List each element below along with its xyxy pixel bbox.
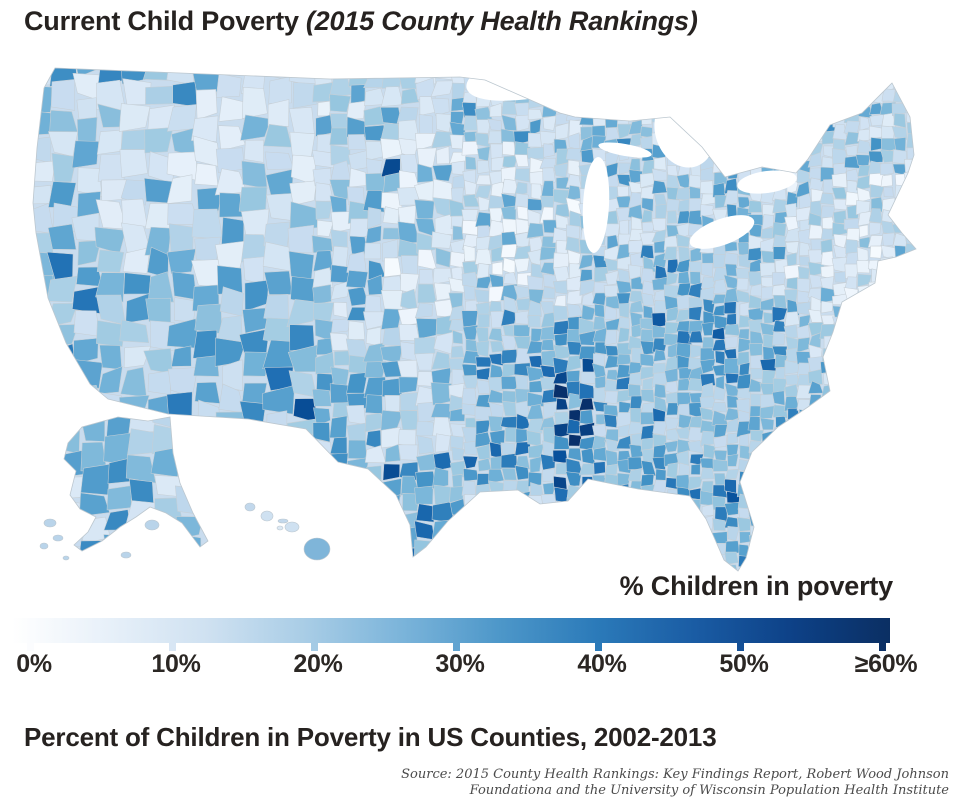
us-map-svg [32,67,917,572]
legend-tick-mark [27,643,34,651]
legend-tick-label: 20% [293,650,343,678]
legend-tick-mark [169,643,176,651]
legend-tick-label: ≥60% [854,650,918,678]
legend-tick-label: 40% [577,650,627,678]
page-title: Current Child Poverty (2015 County Health… [24,6,698,37]
page-title-text: Current Child Poverty [24,6,299,36]
source-line-2: Foundationa and the University of Wiscon… [469,783,949,798]
legend-title: % Children in poverty [619,571,894,601]
legend-tick-label: 10% [151,650,201,678]
source-attribution: Source: 2015 County Health Rankings: Key… [401,767,949,799]
legend-tick-label: 50% [719,650,769,678]
legend-tick-mark [453,643,460,651]
source-line-1: Source: 2015 County Health Rankings: Key… [401,767,949,782]
legend-tick-label: 30% [435,650,485,678]
legend-tick-mark [737,643,744,651]
legend-tick-mark [879,643,886,651]
legend-tick-mark [311,643,318,651]
legend-tick-label: 0% [16,650,52,678]
page-title-subtitle: (2015 County Health Rankings) [305,6,698,36]
caption-title: Percent of Children in Poverty in US Cou… [24,722,717,752]
us-county-choropleth-map [30,55,950,575]
legend-gradient-bar [12,618,890,643]
legend-tick-mark [595,643,602,651]
